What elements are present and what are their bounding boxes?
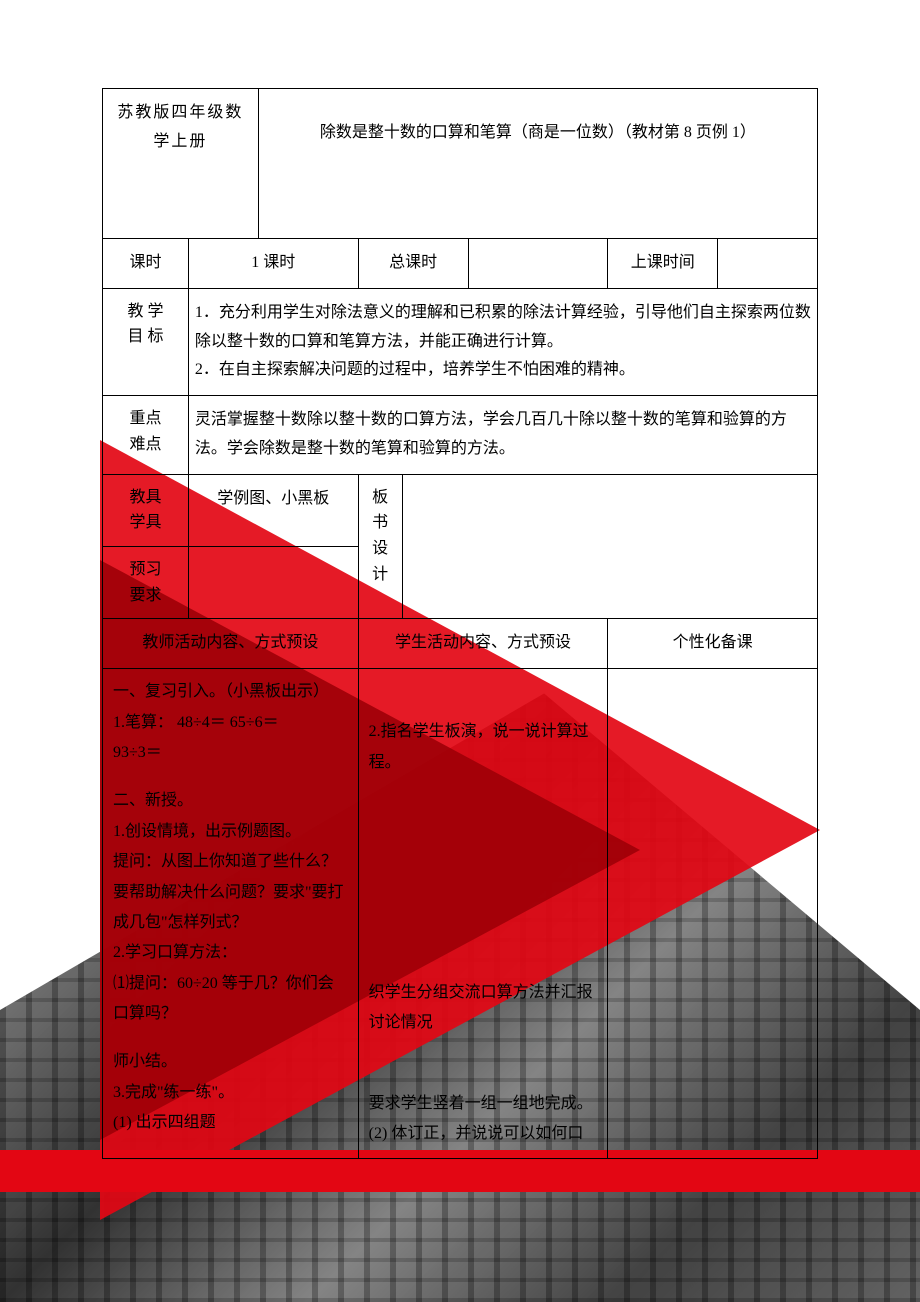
t-line-11: (1) 出示四组题 [113,1108,348,1138]
value-class-time [718,239,818,289]
custom-activity-body [608,669,818,1158]
student-activity-body: 2.指名学生板演，说一说计算过程。 织学生分组交流口算方法并汇报讨论情况 要求学… [358,669,608,1158]
t-line-3: 93÷3＝ [113,738,348,768]
label-period: 课时 [103,239,189,289]
label-class-time: 上课时间 [608,239,718,289]
s-line-3: 要求学生竖着一组一组地完成。 [369,1089,598,1119]
col-header-teacher: 教师活动内容、方式预设 [103,619,359,669]
t-line-2: 1.笔算： 48÷4＝ 65÷6＝ [113,708,348,738]
text-teach-tool: 学例图、小黑板 [188,474,358,546]
s-line-1: 2.指名学生板演，说一说计算过程。 [369,717,598,778]
t-line-8: ⑴提问：60÷20 等于几？你们会口算吗？ [113,969,348,1030]
col-header-custom: 个性化备课 [608,619,818,669]
t-line-1: 一、复习引入。（小黑板出示） [113,677,348,707]
text-objective: 1．充分利用学生对除法意义的理解和已积累的除法计算经验，引导他们自主探索两位数除… [188,288,817,395]
teacher-activity-body: 一、复习引入。（小黑板出示） 1.笔算： 48÷4＝ 65÷6＝ 93÷3＝ 二… [103,669,359,1158]
label-board-design: 板 书 设 计 [358,474,402,618]
value-period: 1 课时 [188,239,358,289]
label-teach-tool: 教具 学具 [103,474,189,546]
s-line-4: (2) 体订正，并说说可以如何口 [369,1119,598,1149]
text-board-design [402,474,817,618]
t-line-7: 2.学习口算方法： [113,938,348,968]
t-line-6: 提问：从图上你知道了些什么？要帮助解决什么问题？要求"要打成几包"怎样列式？ [113,847,348,938]
label-preview: 预习 要求 [103,546,189,618]
lesson-title: 除数是整十数的口算和笔算（商是一位数）（教材第 8 页例 1） [258,89,817,239]
value-total-period [468,239,608,289]
text-key-difficulty: 灵活掌握整十数除以整十数的口算方法，学会几百几十除以整十数的笔算和验算的方法。学… [188,396,817,475]
book-title: 苏教版四年级数学上册 [103,89,259,239]
t-line-10: 3.完成"练一练"。 [113,1078,348,1108]
label-total-period: 总课时 [358,239,468,289]
s-line-2: 织学生分组交流口算方法并汇报讨论情况 [369,978,598,1039]
t-line-9: 师小结。 [113,1047,348,1077]
label-key-difficulty: 重点 难点 [103,396,189,475]
col-header-student: 学生活动内容、方式预设 [358,619,608,669]
lesson-plan-table: 苏教版四年级数学上册 除数是整十数的口算和笔算（商是一位数）（教材第 8 页例 … [102,88,818,1159]
t-line-5: 1.创设情境，出示例题图。 [113,817,348,847]
text-preview [188,546,358,618]
t-line-4: 二、新授。 [113,786,348,816]
label-objective: 教 学 目 标 [103,288,189,395]
